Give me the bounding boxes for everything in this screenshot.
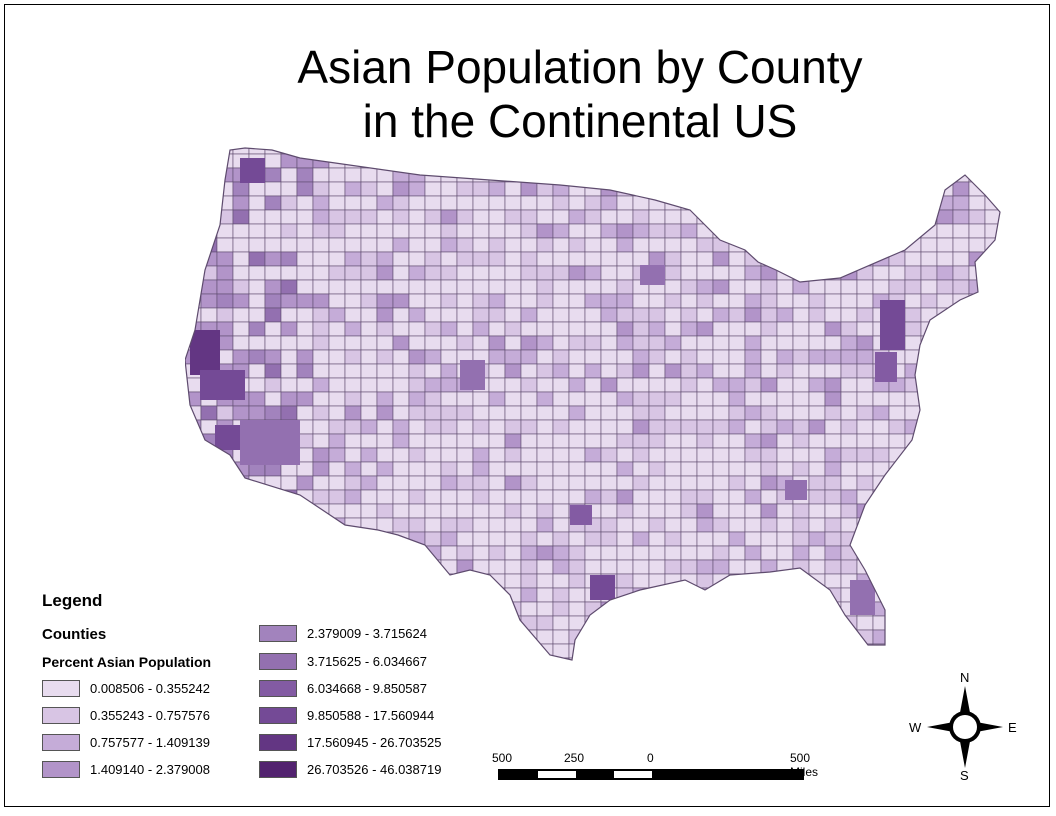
legend-swatch: [259, 653, 297, 670]
scale-label-250: 250: [564, 751, 585, 765]
legend-swatch: [42, 734, 80, 751]
us-county-choropleth: [185, 147, 1001, 661]
compass-west: W: [909, 720, 922, 735]
legend-class-label: 17.560945 - 26.703525: [307, 735, 442, 750]
legend-field-name: Percent Asian Population: [42, 654, 212, 670]
legend-class-label: 9.850588 - 17.560944: [307, 708, 435, 723]
scale-label-500-left: 500: [492, 751, 513, 765]
legend-swatch: [259, 680, 297, 697]
scale-label-0: 0: [647, 751, 654, 765]
legend-class-label: 3.715625 - 6.034667: [307, 654, 427, 669]
legend-class-label: 26.703526 - 46.038719: [307, 762, 442, 777]
compass-rose-icon: [927, 686, 1003, 768]
legend-class-label: 1.409140 - 2.379008: [90, 762, 210, 777]
map-title: Asian Population by County in the Contin…: [220, 40, 940, 148]
county-polygons: [185, 148, 1000, 660]
compass-south: S: [960, 768, 969, 783]
legend-swatch: [42, 707, 80, 724]
legend-swatch: [259, 761, 297, 778]
scale-segment: [614, 771, 652, 778]
legend-swatch: [42, 761, 80, 778]
scale-bar: 500 250 0 500 Miles: [492, 751, 818, 787]
legend-class-label: 6.034668 - 9.850587: [307, 681, 427, 696]
legend-heading: Legend: [42, 591, 103, 610]
legend-swatch: [259, 734, 297, 751]
map-title-line2: in the Continental US: [362, 95, 798, 147]
legend-swatch: [259, 625, 297, 642]
legend-layer-name: Counties: [42, 626, 107, 643]
legend-class-label: 0.757577 - 1.409139: [90, 735, 210, 750]
legend-class-label: 2.379009 - 3.715624: [307, 626, 427, 641]
legend-class-label: 0.008506 - 0.355242: [90, 681, 210, 696]
legend-class-label: 0.355243 - 0.757576: [90, 708, 210, 723]
scale-segment: [538, 771, 576, 778]
high-value-clusters: [190, 158, 905, 615]
compass-north: N: [960, 670, 970, 685]
north-arrow: N S E W: [905, 670, 1025, 785]
map-frame: [4, 4, 1050, 807]
legend-swatch: [259, 707, 297, 724]
compass-east: E: [1008, 720, 1017, 735]
scale-track: [498, 769, 804, 780]
legend-swatch: [42, 680, 80, 697]
map-title-line1: Asian Population by County: [297, 41, 863, 93]
